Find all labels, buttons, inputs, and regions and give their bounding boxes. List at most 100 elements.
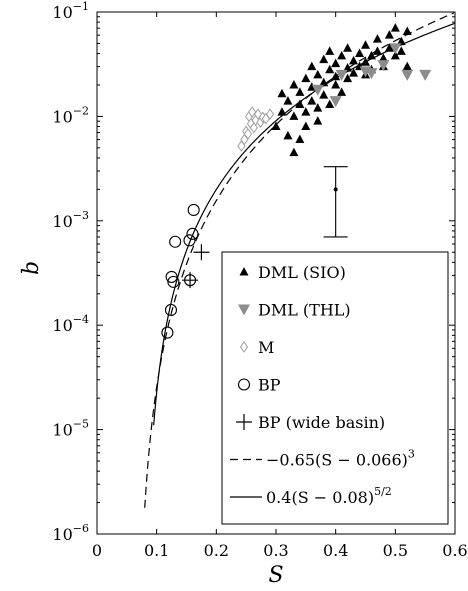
data-point-dml-sio <box>390 50 400 60</box>
data-point-bp <box>186 227 199 240</box>
x-tick-label: 0.4 <box>323 541 348 560</box>
data-point-m <box>248 106 257 118</box>
data-point-dml-sio <box>378 53 388 62</box>
data-point-dml-sio <box>301 107 311 116</box>
y-tick-label: 10−1 <box>52 0 89 22</box>
x-tick-label: 0.3 <box>263 541 288 560</box>
data-point-dml-sio <box>325 46 335 55</box>
data-point-dml-sio <box>271 121 281 131</box>
y-tick-label: 10−5 <box>52 418 89 440</box>
legend-label: BP (wide basin) <box>258 413 385 432</box>
data-points <box>161 23 432 339</box>
data-point-dml-sio <box>396 36 406 46</box>
data-point-dml-sio <box>289 79 299 89</box>
y-tick-label: 10−3 <box>52 209 89 231</box>
data-point-dml-thl <box>377 60 390 72</box>
data-point-dml-sio <box>331 79 341 89</box>
data-point-dml-sio <box>313 116 323 125</box>
data-point-dml-sio <box>372 46 382 55</box>
data-point-dml-sio <box>343 43 353 52</box>
data-point-m <box>253 108 263 121</box>
data-point-dml-sio <box>319 54 329 64</box>
data-point-dml-sio <box>277 107 287 116</box>
x-tick-label: 0.2 <box>204 541 229 560</box>
data-point-dml-sio <box>396 46 406 55</box>
legend-label: M <box>258 338 274 357</box>
data-point-dml-sio <box>372 34 382 43</box>
x-tick-label: 0.1 <box>144 541 169 560</box>
data-point-dml-sio <box>355 48 365 58</box>
legend-box <box>221 251 449 525</box>
legend-marker <box>236 414 252 430</box>
data-point-dml-sio <box>343 63 353 72</box>
error-bar-center <box>333 187 338 192</box>
data-point-dml-sio <box>384 43 394 52</box>
data-point-bp <box>161 326 174 339</box>
legend-marker <box>237 378 251 391</box>
data-point-dml-sio <box>277 88 287 98</box>
data-point-dml-sio <box>313 103 323 112</box>
data-point-bp-wide-basin <box>182 272 199 289</box>
y-tick-label: 10−4 <box>52 313 89 335</box>
data-point-dml-sio <box>307 61 317 71</box>
y-axis-ticks: 10−6 10−5 10−4 10−3 10−2 10−1 <box>52 0 455 544</box>
error-bar <box>323 166 348 238</box>
legend-label: DML (THL) <box>258 301 351 320</box>
data-point-dml-sio <box>295 134 305 144</box>
data-point-dml-sio <box>402 26 412 36</box>
data-point-dml-sio <box>337 87 347 96</box>
data-point-dml-sio <box>361 40 370 49</box>
data-point-dml-thl <box>329 96 342 108</box>
data-point-bp <box>165 270 178 283</box>
data-point-dml-sio <box>307 96 317 105</box>
y-axis-label: b <box>19 261 44 275</box>
data-point-dml-sio <box>283 96 293 105</box>
data-point-dml-sio <box>289 111 299 120</box>
data-point-dml-sio <box>319 77 329 87</box>
data-point-dml-sio <box>295 99 305 109</box>
data-point-dml-sio <box>390 23 400 32</box>
data-point-m <box>243 128 253 140</box>
legend-label: DML (SIO) <box>258 263 346 282</box>
data-point-dml-sio <box>325 64 335 74</box>
data-point-dml-sio <box>319 90 329 99</box>
data-point-dml-sio <box>366 50 376 60</box>
data-point-dml-sio <box>295 87 305 96</box>
data-point-dml-thl <box>311 84 324 96</box>
x-axis-ticks: 0 0.1 0.2 0.3 0.4 0.5 0.6 <box>92 12 468 560</box>
data-point-bp-wide-basin <box>193 244 210 261</box>
legend-label: 0.4(S − 0.08)5/2 <box>266 485 392 507</box>
legend: DML (SIO) DML (THL) M BP BP (wide basin) −0.6… <box>221 251 449 525</box>
data-point-dml-sio <box>283 130 293 140</box>
data-point-dml-sio <box>325 99 335 109</box>
data-point-dml-sio <box>337 50 347 60</box>
data-point-dml-sio <box>384 30 394 39</box>
x-tick-label: 0.6 <box>442 541 467 560</box>
data-point-bp <box>167 275 180 288</box>
legend-marker <box>238 304 250 316</box>
data-point-dml-thl <box>401 69 414 81</box>
data-point-bp <box>187 203 200 217</box>
data-point-dml-sio <box>349 55 359 65</box>
x-tick-label: 0 <box>92 541 102 560</box>
legend-marker <box>239 267 249 276</box>
data-point-dml-sio <box>331 71 341 81</box>
data-point-dml-thl <box>335 69 348 81</box>
data-point-dml-sio <box>331 58 341 68</box>
x-tick-label: 0.5 <box>383 541 408 560</box>
data-point-dml-sio <box>343 73 353 83</box>
legend-label: BP <box>258 376 281 395</box>
data-point-dml-thl <box>365 68 378 80</box>
data-point-dml-sio <box>361 57 370 66</box>
x-axis-label: S <box>268 563 283 588</box>
data-point-m <box>265 108 275 121</box>
data-point-bp <box>169 235 182 248</box>
data-point-bp <box>183 234 196 247</box>
data-point-dml-sio <box>313 69 323 79</box>
data-point-bp <box>164 303 178 316</box>
data-point-dml-sio <box>301 73 311 83</box>
data-point-dml-thl <box>419 69 432 81</box>
data-point-dml-sio <box>402 61 412 71</box>
y-tick-label: 10−2 <box>52 104 89 126</box>
